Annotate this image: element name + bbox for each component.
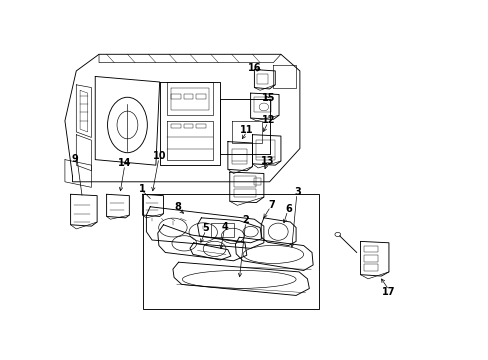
Bar <box>363 264 377 271</box>
Bar <box>363 255 377 262</box>
Bar <box>196 123 205 128</box>
Text: 16: 16 <box>248 63 262 73</box>
Text: 7: 7 <box>267 199 274 210</box>
Text: 12: 12 <box>262 115 275 125</box>
Text: 5: 5 <box>202 223 209 233</box>
Text: 10: 10 <box>153 151 166 161</box>
Text: 3: 3 <box>294 187 301 197</box>
Bar <box>231 149 246 164</box>
Bar <box>256 140 275 159</box>
Text: 13: 13 <box>260 156 273 166</box>
Text: 9: 9 <box>71 154 78 164</box>
Bar <box>142 194 318 309</box>
Bar <box>171 94 180 99</box>
Bar <box>183 94 193 99</box>
Text: 6: 6 <box>285 204 291 214</box>
Bar <box>171 123 180 128</box>
Bar <box>254 97 271 112</box>
Bar <box>210 223 233 237</box>
Bar <box>183 123 193 128</box>
Bar <box>363 246 377 252</box>
Text: 15: 15 <box>262 93 275 103</box>
Text: 1: 1 <box>139 184 146 194</box>
Bar <box>233 176 256 187</box>
Bar <box>196 94 205 99</box>
Bar <box>257 74 267 84</box>
Bar <box>233 189 256 197</box>
Text: 14: 14 <box>118 158 131 168</box>
Text: 11: 11 <box>240 125 253 135</box>
Text: 8: 8 <box>174 202 181 212</box>
Bar <box>254 177 261 185</box>
Text: 4: 4 <box>221 222 228 232</box>
Text: 2: 2 <box>242 215 248 225</box>
Text: 17: 17 <box>382 287 395 297</box>
